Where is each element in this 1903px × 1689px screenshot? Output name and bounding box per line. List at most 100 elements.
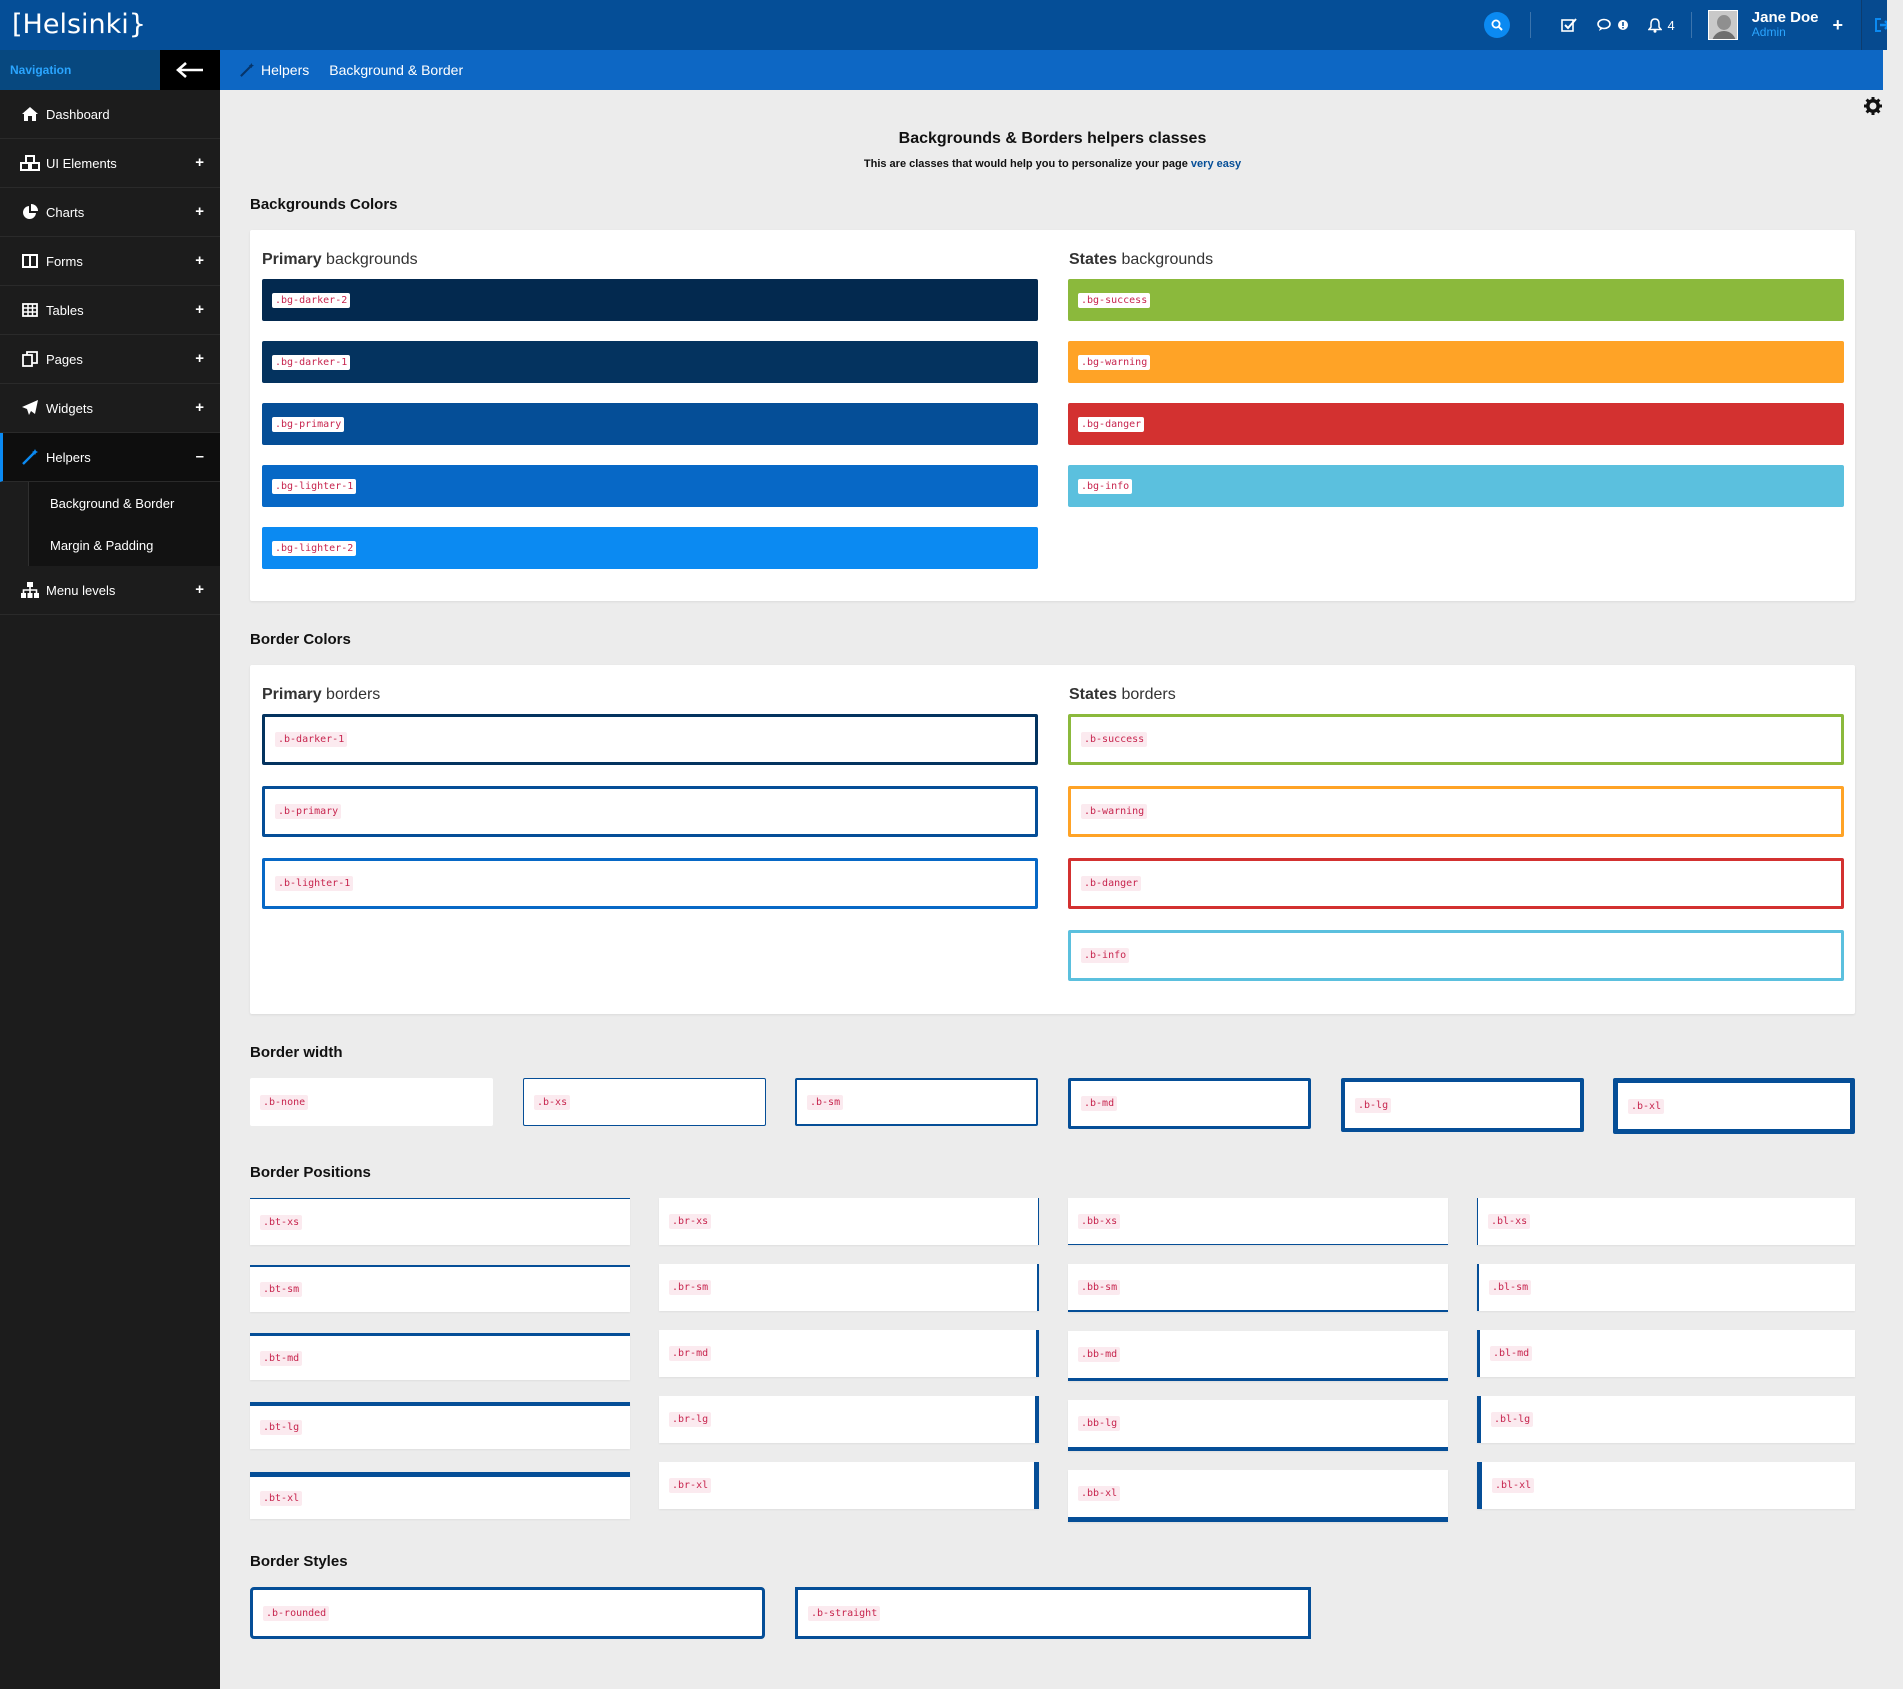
class-code: .b-xs [534, 1094, 571, 1110]
notifications-icon[interactable]: 4 [1638, 18, 1685, 33]
class-code: .b-success [1081, 732, 1148, 747]
sidebar-subitem-background-border[interactable]: Background & Border [50, 495, 175, 511]
bg-success-swatch: .bg-success [1068, 279, 1844, 321]
section-title-border-colors: Border Colors [250, 631, 351, 648]
class-code: .bl-sm [1489, 1280, 1532, 1295]
section-title-backgrounds: Backgrounds Colors [250, 196, 398, 213]
bg-lighter-1-swatch: .bg-lighter-1 [262, 465, 1038, 507]
b-straight-sample: .b-straight [795, 1587, 1311, 1639]
sidebar-item-label: Charts [46, 204, 85, 220]
sidebar-item-dashboard[interactable]: Dashboard [0, 90, 220, 139]
app-logo[interactable]: [Helsinki} [12, 9, 146, 40]
sitemap-icon [20, 582, 40, 598]
sidebar-item-menu-levels[interactable]: Menu levels + [0, 566, 220, 615]
sidebar-item-ui-elements[interactable]: UI Elements + [0, 139, 220, 188]
section-title-border-styles: Border Styles [250, 1553, 348, 1570]
bl-lg-sample: .bl-lg [1477, 1396, 1855, 1443]
bt-xs-sample: .bt-xs [250, 1198, 630, 1245]
class-code: .bl-lg [1491, 1412, 1534, 1427]
alert-icon [1617, 20, 1628, 30]
sidebar-item-tables[interactable]: Tables + [0, 286, 220, 335]
class-code: .b-sm [807, 1094, 844, 1110]
b-xl-sample: .b-xl [1613, 1078, 1855, 1134]
bg-darker-2-swatch: .bg-darker-2 [262, 279, 1038, 321]
paper-plane-icon [20, 400, 40, 416]
sidebar-item-charts[interactable]: Charts + [0, 188, 220, 237]
sidebar-item-pages[interactable]: Pages + [0, 335, 220, 384]
top-navbar: [Helsinki} 4 Jane Doe Admin + [0, 0, 1903, 50]
class-code: .bl-md [1490, 1346, 1533, 1361]
sidebar-subitem-margin-padding[interactable]: Margin & Padding [50, 537, 154, 553]
class-code: .bg-darker-2 [272, 292, 351, 308]
borders-card: Primary borders States borders .b-darker… [250, 665, 1855, 1014]
bg-warning-swatch: .bg-warning [1068, 341, 1844, 383]
bt-md-sample: .bt-md [250, 1333, 630, 1380]
b-lighter-1-sample: .b-lighter-1 [262, 858, 1038, 909]
class-code: .bt-sm [260, 1282, 303, 1297]
user-name: Jane Doe [1751, 9, 1819, 26]
tasks-icon[interactable] [1551, 18, 1587, 32]
scrollbar[interactable] [1887, 0, 1903, 1689]
section-title-border-positions: Border Positions [250, 1164, 371, 1181]
heading-rest: backgrounds [1117, 251, 1214, 268]
heading-bold: Primary [262, 251, 322, 268]
class-code: .b-primary [275, 804, 342, 819]
page-subtitle-text: This are classes that would help you to … [863, 158, 1188, 170]
divider [1690, 12, 1692, 38]
sidebar-item-label: Helpers [46, 449, 91, 465]
sidebar-item-forms[interactable]: Forms + [0, 237, 220, 286]
collapse-sidebar-button[interactable] [160, 50, 220, 90]
expand-icon: + [195, 581, 204, 598]
class-code: .bg-lighter-1 [272, 478, 357, 494]
class-code: .bt-md [260, 1350, 303, 1366]
class-code: .bb-sm [1078, 1279, 1121, 1295]
avatar[interactable] [1707, 10, 1738, 40]
helpers-submenu: Background & Border Margin & Padding [28, 482, 220, 566]
class-code: .b-lighter-1 [275, 876, 354, 891]
sidebar-header: Navigation [0, 50, 220, 90]
b-success-sample: .b-success [1068, 714, 1844, 765]
class-code: .b-md [1081, 1096, 1118, 1111]
sidebar-item-label: Menu levels [46, 582, 116, 598]
messages-icon[interactable] [1587, 18, 1638, 32]
user-role: Admin [1751, 25, 1786, 39]
breadcrumb-parent[interactable]: Helpers [261, 62, 310, 78]
plus-icon[interactable]: + [1832, 14, 1843, 35]
class-code: .bt-xs [260, 1214, 303, 1230]
expand-icon: + [195, 301, 204, 318]
br-lg-sample: .br-lg [659, 1396, 1039, 1443]
sidebar-item-helpers[interactable]: Helpers – [0, 433, 220, 482]
settings-gear-icon[interactable] [1862, 95, 1884, 117]
class-code: .bl-xl [1492, 1478, 1535, 1493]
b-danger-sample: .b-danger [1068, 858, 1844, 909]
topbar-actions: 4 Jane Doe Admin + [1483, 0, 1903, 50]
class-code: .bb-lg [1078, 1416, 1121, 1431]
expand-icon: + [195, 350, 204, 367]
b-darker-1-sample: .b-darker-1 [262, 714, 1038, 765]
b-lg-sample: .b-lg [1341, 1078, 1584, 1132]
class-code: .bb-xl [1078, 1486, 1121, 1501]
search-icon[interactable] [1483, 12, 1510, 38]
home-icon [20, 107, 40, 121]
b-warning-sample: .b-warning [1068, 786, 1844, 837]
heading-bold: States [1069, 686, 1118, 703]
class-code: .b-rounded [263, 1605, 330, 1621]
breadcrumb-current: Background & Border [329, 62, 464, 78]
magic-wand-icon [20, 449, 40, 465]
page-subtitle-link[interactable]: very easy [1190, 158, 1242, 170]
bl-xs-sample: .bl-xs [1477, 1198, 1855, 1245]
sidebar-item-label: Tables [46, 302, 84, 318]
b-sm-sample: .b-sm [795, 1078, 1038, 1126]
class-code: .br-xl [669, 1478, 712, 1493]
copy-icon [20, 351, 40, 367]
expand-icon: + [195, 399, 204, 416]
heading-rest: borders [321, 686, 381, 703]
class-code: .bg-info [1078, 478, 1133, 494]
sidebar-item-widgets[interactable]: Widgets + [0, 384, 220, 433]
sidebar-item-label: UI Elements [46, 155, 117, 171]
b-primary-sample: .b-primary [262, 786, 1038, 837]
user-info[interactable]: Jane Doe Admin [1751, 9, 1819, 39]
columns-icon [20, 254, 40, 268]
expand-icon: + [195, 252, 204, 269]
class-code: .b-info [1081, 948, 1130, 963]
